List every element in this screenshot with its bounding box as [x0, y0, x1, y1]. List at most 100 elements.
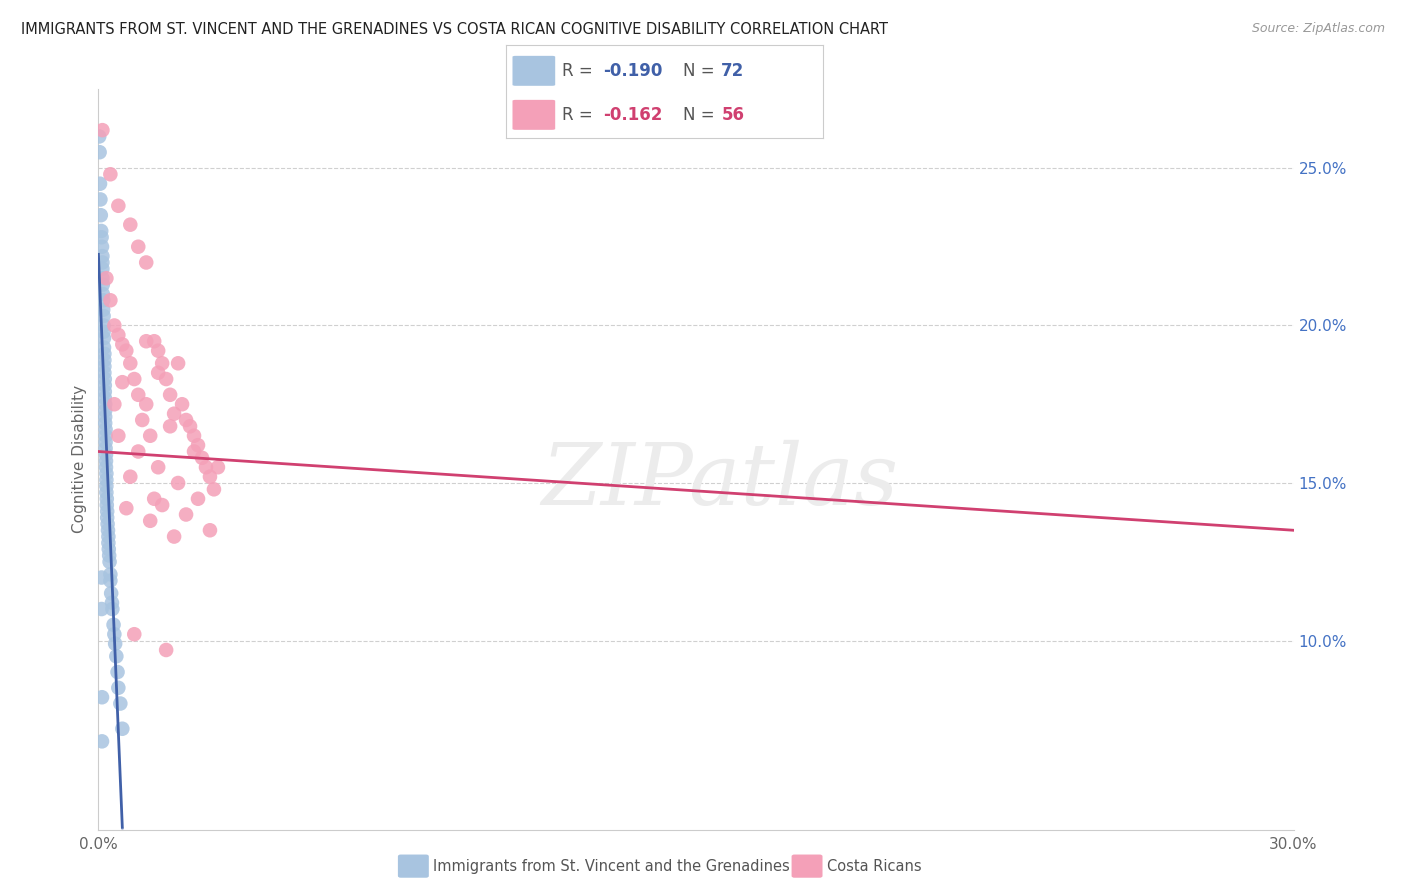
- Point: [93, 353, 115, 368]
- Point: [115, 501, 138, 516]
- Point: [96, 504, 118, 518]
- Point: [111, 337, 134, 351]
- Point: [94, 448, 117, 462]
- Point: [97, 536, 120, 550]
- Text: IMMIGRANTS FROM ST. VINCENT AND THE GRENADINES VS COSTA RICAN COGNITIVE DISABILI: IMMIGRANTS FROM ST. VINCENT AND THE GREN…: [21, 22, 889, 37]
- Point: [104, 637, 127, 651]
- Point: [91, 690, 114, 705]
- Point: [96, 479, 118, 493]
- Point: [135, 397, 157, 411]
- Point: [174, 413, 197, 427]
- Point: [93, 331, 115, 345]
- Point: [183, 429, 205, 443]
- Point: [93, 359, 115, 374]
- Point: [198, 469, 221, 483]
- Point: [96, 510, 118, 524]
- Point: [139, 429, 162, 443]
- Text: N =: N =: [683, 106, 720, 124]
- Point: [90, 224, 112, 238]
- Text: 72: 72: [721, 62, 745, 79]
- Point: [127, 444, 149, 458]
- Point: [96, 491, 118, 506]
- Point: [103, 617, 125, 632]
- Point: [98, 555, 121, 569]
- Point: [202, 483, 225, 497]
- Point: [101, 596, 124, 610]
- Text: Source: ZipAtlas.com: Source: ZipAtlas.com: [1251, 22, 1385, 36]
- Point: [94, 454, 117, 468]
- Point: [97, 530, 120, 544]
- Point: [163, 530, 186, 544]
- Point: [187, 491, 209, 506]
- Point: [89, 177, 111, 191]
- Point: [150, 498, 173, 512]
- Text: R =: R =: [561, 62, 598, 79]
- Point: [94, 391, 117, 405]
- Text: -0.162: -0.162: [603, 106, 662, 124]
- Point: [103, 318, 125, 333]
- Point: [103, 397, 125, 411]
- Point: [91, 277, 114, 292]
- Point: [148, 460, 170, 475]
- Point: [107, 665, 129, 679]
- Point: [91, 261, 114, 276]
- FancyBboxPatch shape: [512, 56, 555, 86]
- Point: [93, 318, 115, 333]
- Text: 56: 56: [721, 106, 744, 124]
- Point: [89, 193, 111, 207]
- Point: [124, 372, 146, 386]
- Point: [107, 327, 129, 342]
- Point: [91, 293, 114, 308]
- Point: [94, 429, 117, 443]
- Point: [174, 508, 197, 522]
- Point: [89, 145, 111, 160]
- Point: [124, 627, 146, 641]
- Point: [91, 249, 114, 263]
- Point: [120, 469, 142, 483]
- Point: [179, 419, 201, 434]
- Point: [98, 567, 122, 582]
- Point: [89, 129, 111, 144]
- Text: N =: N =: [683, 62, 720, 79]
- Point: [163, 407, 186, 421]
- Point: [101, 602, 124, 616]
- Point: [131, 413, 153, 427]
- Point: [120, 356, 142, 370]
- Point: [120, 218, 142, 232]
- Point: [155, 372, 177, 386]
- Point: [93, 341, 115, 355]
- Point: [135, 334, 157, 349]
- Point: [96, 271, 118, 285]
- Point: [91, 302, 114, 317]
- Text: ZIPatlas: ZIPatlas: [541, 441, 898, 523]
- Point: [111, 722, 134, 736]
- Point: [90, 208, 112, 222]
- Point: [94, 409, 117, 424]
- Point: [143, 491, 166, 506]
- Point: [98, 293, 122, 308]
- Text: -0.190: -0.190: [603, 62, 662, 79]
- Point: [207, 460, 229, 475]
- Point: [96, 467, 118, 481]
- Point: [91, 287, 114, 301]
- Point: [90, 230, 112, 244]
- Point: [94, 384, 117, 399]
- Point: [91, 255, 114, 269]
- Point: [94, 378, 117, 392]
- Point: [96, 498, 118, 512]
- Point: [94, 435, 117, 450]
- Point: [187, 438, 209, 452]
- Point: [94, 403, 117, 417]
- Point: [127, 388, 149, 402]
- Text: Costa Ricans: Costa Ricans: [827, 859, 921, 873]
- Point: [148, 343, 170, 358]
- Point: [148, 366, 170, 380]
- Point: [127, 240, 149, 254]
- Point: [107, 681, 129, 695]
- Point: [110, 697, 132, 711]
- Point: [93, 309, 115, 323]
- Point: [93, 347, 115, 361]
- Point: [167, 475, 190, 490]
- Point: [94, 416, 117, 430]
- Point: [94, 422, 117, 436]
